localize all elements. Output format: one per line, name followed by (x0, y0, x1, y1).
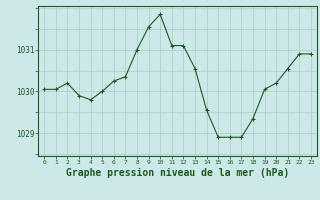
X-axis label: Graphe pression niveau de la mer (hPa): Graphe pression niveau de la mer (hPa) (66, 168, 289, 178)
